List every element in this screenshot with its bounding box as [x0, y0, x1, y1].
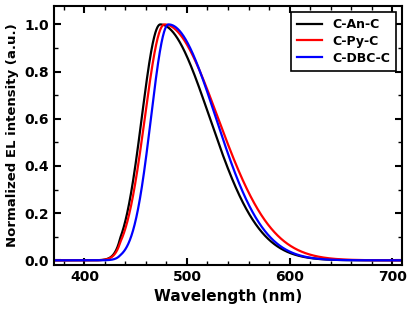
C-An-C [158, 23, 163, 26]
C-Py-C [211, 106, 216, 109]
C-Py-C [326, 256, 331, 260]
Legend: C-An-C, C-Py-C, C-DBC-C: C-An-C, C-Py-C, C-DBC-C [291, 12, 396, 71]
C-DBC-C [211, 111, 216, 114]
C-Py-C [400, 259, 405, 262]
C-DBC-C [390, 259, 395, 262]
Line: C-DBC-C: C-DBC-C [54, 24, 402, 260]
X-axis label: Wavelength (nm): Wavelength (nm) [154, 290, 302, 304]
C-DBC-C [390, 259, 395, 262]
C-DBC-C [221, 139, 226, 142]
C-An-C [51, 259, 56, 262]
C-Py-C [162, 23, 167, 26]
C-An-C [221, 155, 226, 158]
C-DBC-C [400, 259, 405, 262]
C-Py-C [221, 131, 226, 134]
Y-axis label: Normalized EL intensity (a.u.): Normalized EL intensity (a.u.) [5, 24, 19, 247]
Line: C-An-C: C-An-C [54, 24, 402, 260]
C-An-C [211, 129, 216, 132]
C-Py-C [69, 259, 74, 262]
C-Py-C [390, 259, 395, 262]
Line: C-Py-C: C-Py-C [54, 24, 402, 260]
C-An-C [69, 259, 74, 262]
C-DBC-C [166, 23, 171, 26]
C-DBC-C [51, 259, 56, 262]
C-Py-C [51, 259, 56, 262]
C-An-C [326, 258, 331, 261]
C-DBC-C [69, 259, 74, 262]
C-An-C [390, 259, 395, 262]
C-An-C [400, 259, 405, 262]
C-DBC-C [326, 258, 331, 261]
C-An-C [390, 259, 395, 262]
C-Py-C [390, 259, 395, 262]
